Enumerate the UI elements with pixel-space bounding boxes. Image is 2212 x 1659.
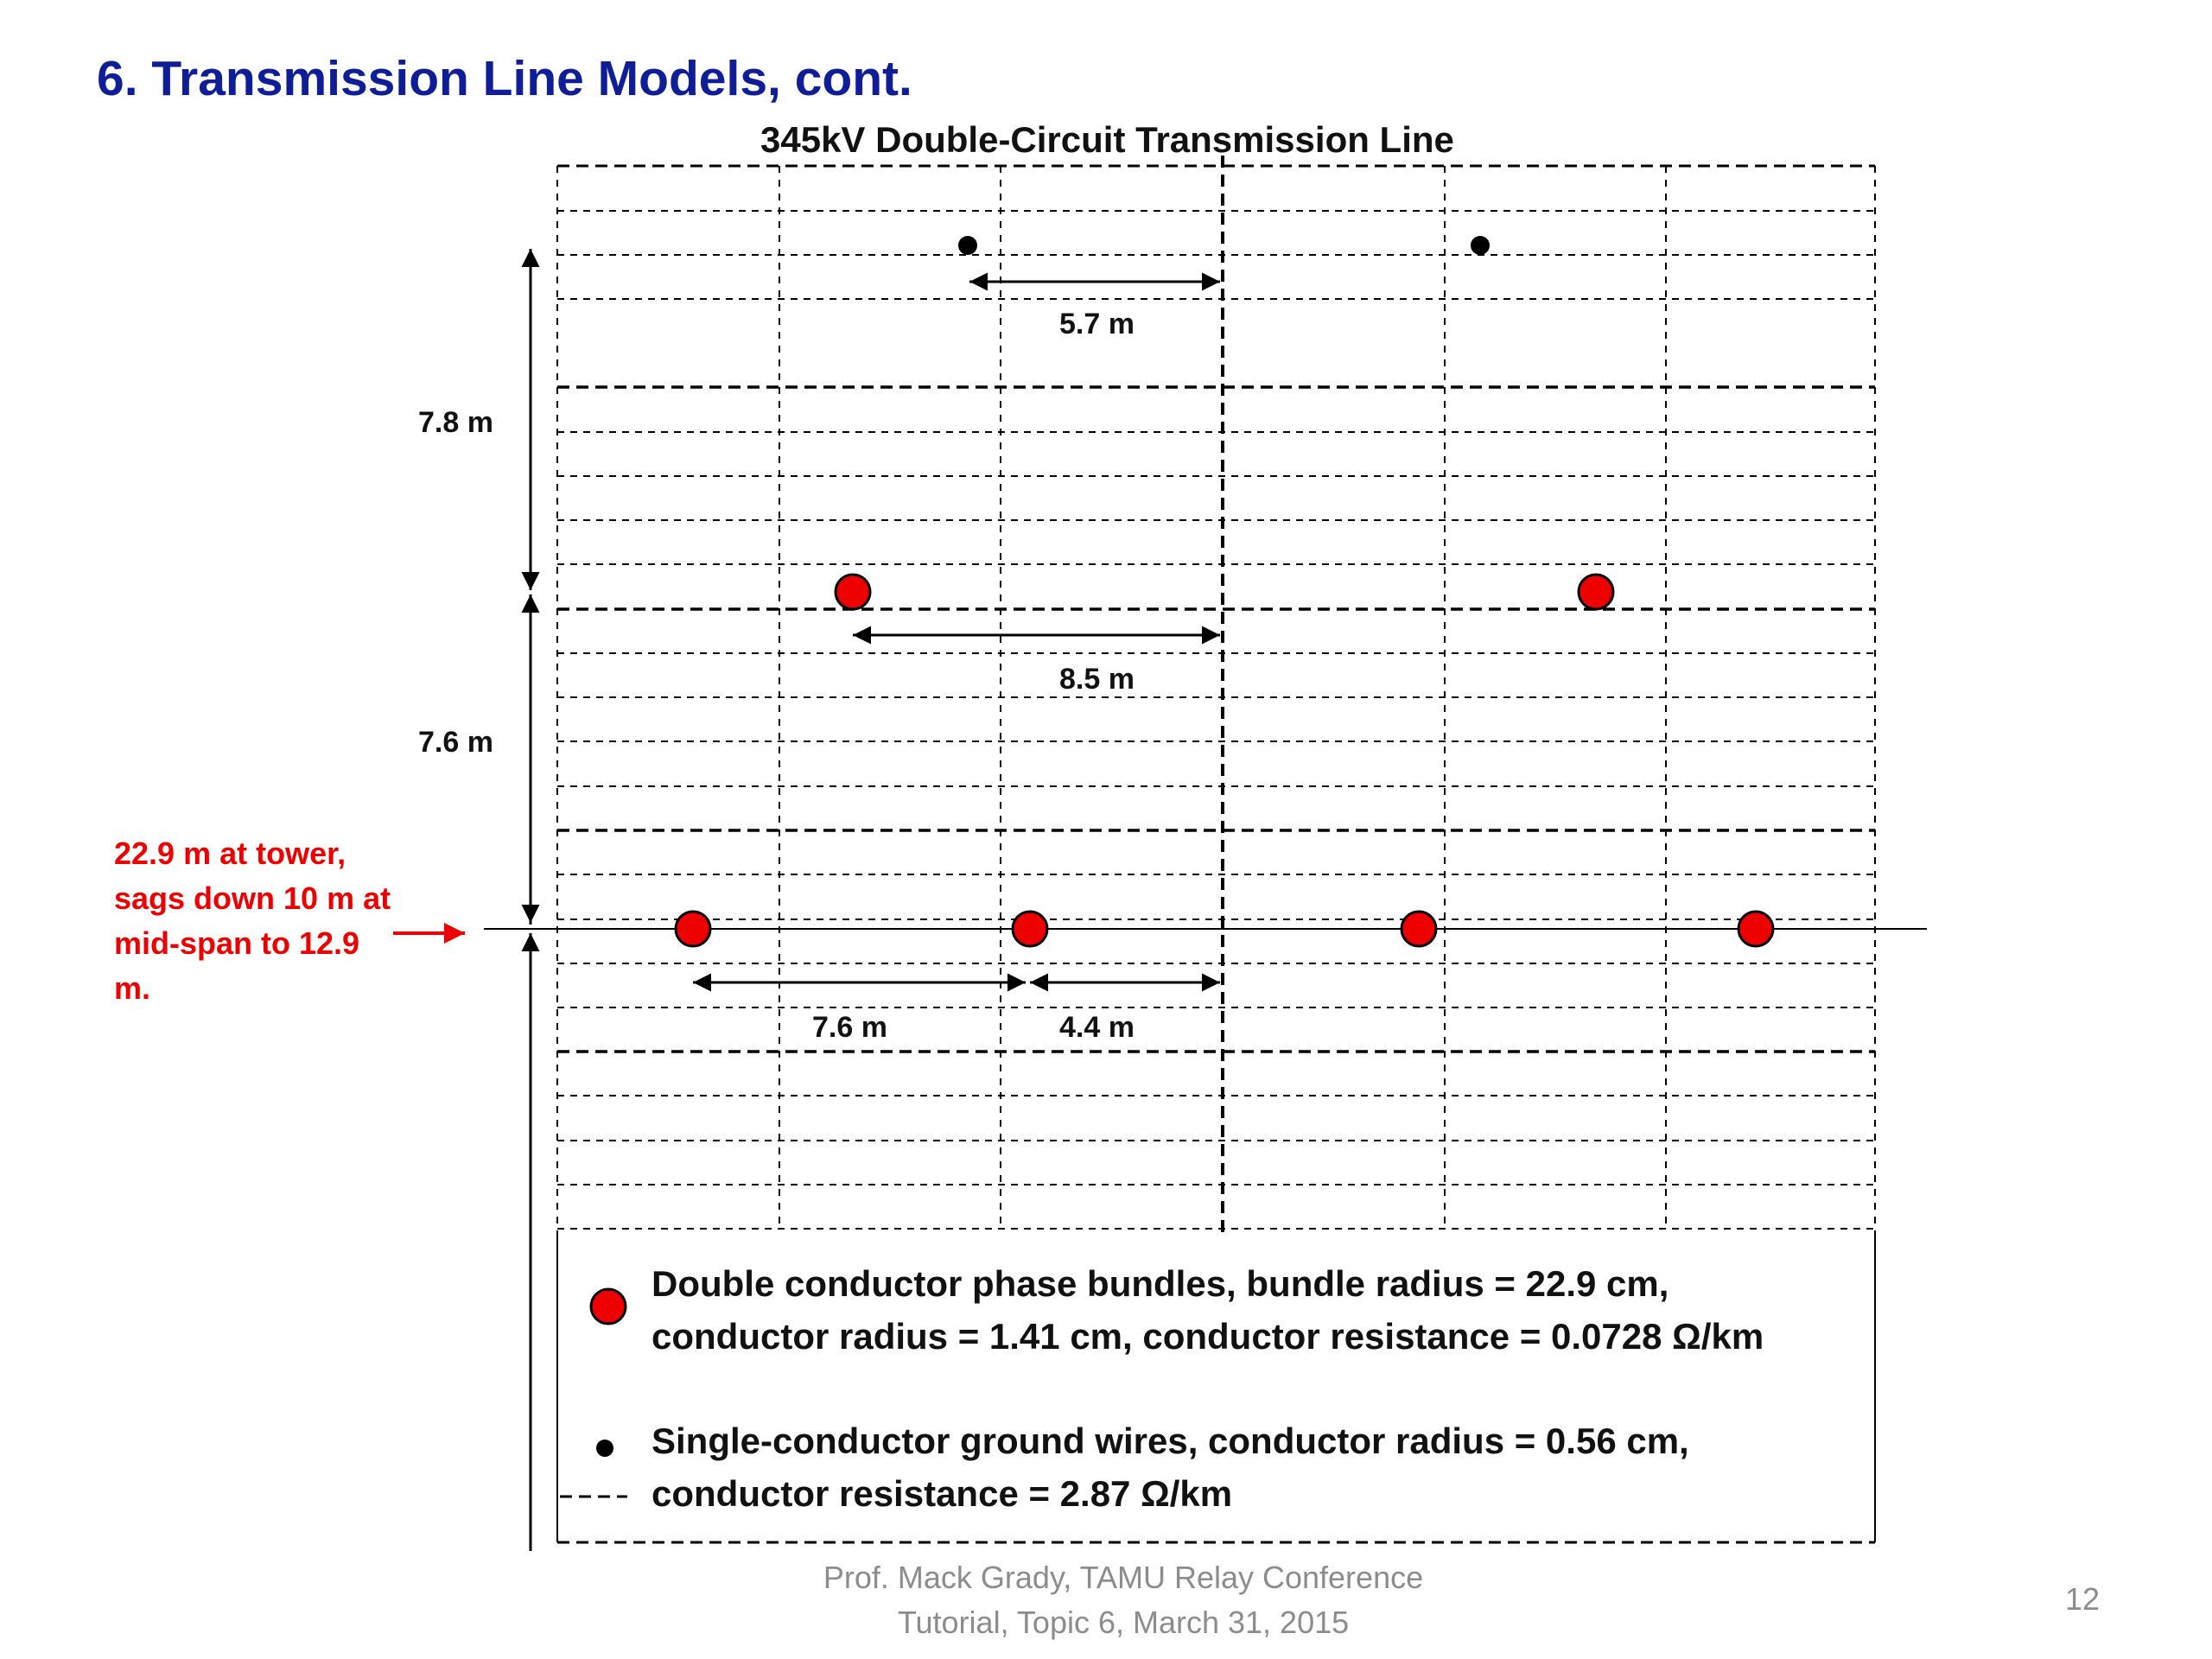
phase-conductor-lower-1 xyxy=(674,910,712,948)
legend-phase-symbol xyxy=(589,1287,627,1325)
phase-conductor-lower-3 xyxy=(1400,910,1438,948)
footer: Prof. Mack Grady, TAMU Relay Conference … xyxy=(743,1555,1503,1645)
phase-conductor-upper-left xyxy=(834,573,872,611)
phase-conductors xyxy=(674,573,1775,948)
height-upper-label: 7.8 m xyxy=(418,406,493,439)
footer-line1: Prof. Mack Grady, TAMU Relay Conference xyxy=(823,1560,1424,1595)
lower-inner-spacing-label: 4.4 m xyxy=(1059,1011,1135,1044)
vertical-grid-lines xyxy=(779,166,1667,1229)
phase-conductor-upper-right xyxy=(1577,573,1615,611)
legend-ground-line1: Single-conductor ground wires, conductor… xyxy=(652,1421,1689,1461)
minor-grid-lines xyxy=(557,210,1875,1230)
slide-title: 6. Transmission Line Models, cont. xyxy=(97,51,912,106)
ground-wire-right xyxy=(1471,236,1490,255)
legend-phase-line2: conductor radius = 1.41 cm, conductor re… xyxy=(652,1316,1764,1357)
legend-ground-symbol xyxy=(596,1440,613,1457)
page-number: 12 xyxy=(2065,1581,2101,1617)
legend-frame-marks xyxy=(556,1237,1876,1542)
height-lower-label: 7.6 m xyxy=(418,726,493,759)
ground-wire-spacing-label: 5.7 m xyxy=(1059,308,1135,340)
spacing-dimensions xyxy=(693,272,1220,992)
sag-note: 22.9 m at tower, sags down 10 m at mid-s… xyxy=(114,836,391,1006)
upper-phase-spacing-label: 8.5 m xyxy=(1059,663,1135,696)
legend-ground-line2: conductor resistance = 2.87 Ω/km xyxy=(652,1473,1233,1514)
major-grid-lines xyxy=(557,385,1875,1053)
footer-line2: Tutorial, Topic 6, March 31, 2015 xyxy=(897,1605,1350,1640)
phase-conductor-lower-2 xyxy=(1011,910,1049,948)
legend-phase-line1: Double conductor phase bundles, bundle r… xyxy=(652,1263,1669,1304)
ground-wires xyxy=(958,236,1490,255)
ground-wire-left xyxy=(958,236,977,255)
diagram-title: 345kV Double-Circuit Transmission Line xyxy=(760,119,1454,160)
phase-conductor-lower-4 xyxy=(1737,910,1775,948)
grid-frame xyxy=(556,164,1876,1544)
lower-outer-spacing-label: 7.6 m xyxy=(812,1011,887,1044)
